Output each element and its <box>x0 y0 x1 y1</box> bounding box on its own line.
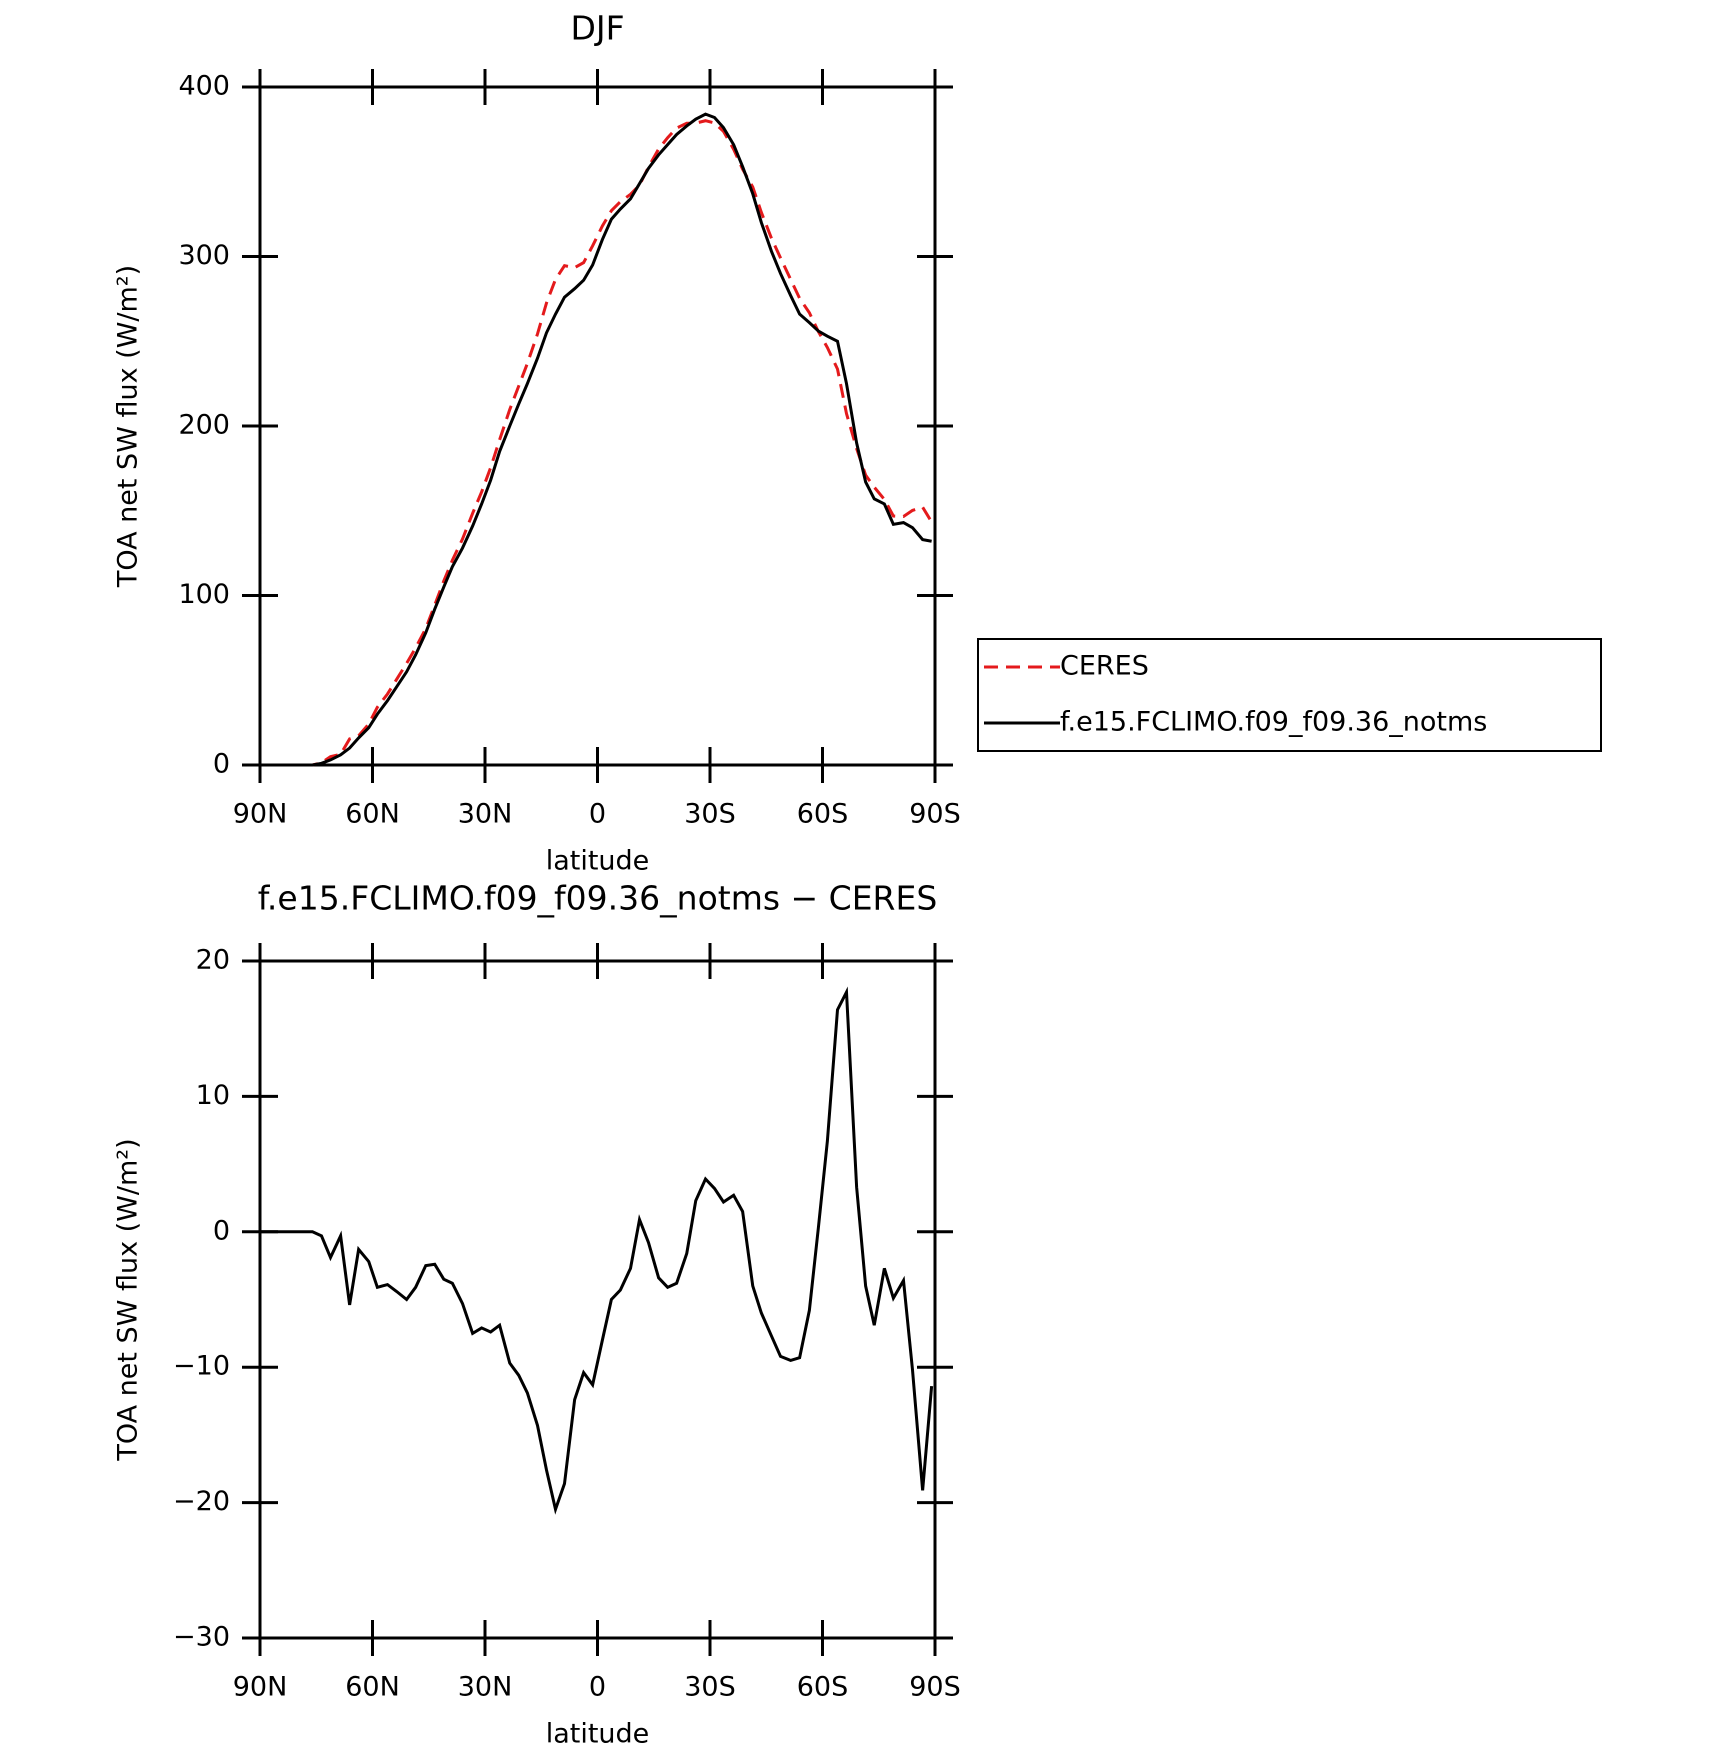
x-axis-label: latitude <box>546 846 650 877</box>
plot-frame <box>258 85 937 767</box>
data-line <box>260 119 933 767</box>
x-axis-label: latitude <box>546 1719 650 1750</box>
y-tick-label: 0 <box>213 749 230 780</box>
x-tick-label: 0 <box>589 799 606 830</box>
y-tick-label: 20 <box>196 945 230 976</box>
x-tick-label: 60S <box>797 799 849 830</box>
x-tick-label: 90S <box>909 799 961 830</box>
y-axis-label: TOA net SW flux (W/m²) <box>113 265 144 588</box>
chart-title: DJF <box>570 9 624 48</box>
y-tick-label: −10 <box>173 1351 230 1382</box>
x-tick-label: 60N <box>345 799 400 830</box>
data-line <box>260 112 932 767</box>
x-tick-label: 90N <box>233 1672 288 1703</box>
y-tick-label: 10 <box>196 1080 230 1111</box>
y-tick-label: 300 <box>178 240 230 271</box>
x-tick-label: 90N <box>233 799 288 830</box>
y-axis-label: TOA net SW flux (W/m²) <box>113 1138 144 1461</box>
x-tick-label: 90S <box>909 1672 961 1703</box>
legend-box <box>977 638 1602 752</box>
legend-label: CERES <box>1060 651 1149 682</box>
x-tick-label: 60S <box>797 1672 849 1703</box>
y-tick-label: 0 <box>213 1215 230 1246</box>
legend-label: f.e15.FCLIMO.f09_f09.36_notms <box>1060 707 1487 738</box>
x-tick-label: 30N <box>458 1672 513 1703</box>
x-tick-label: 0 <box>589 1672 606 1703</box>
y-tick-label: −20 <box>173 1486 230 1517</box>
x-tick-label: 30N <box>458 799 513 830</box>
y-tick-label: 200 <box>178 410 230 441</box>
chart-title: f.e15.FCLIMO.f09_f09.36_notms − CERES <box>258 879 938 918</box>
x-tick-label: 30S <box>684 799 736 830</box>
y-tick-label: −30 <box>173 1622 230 1653</box>
x-tick-label: 60N <box>345 1672 400 1703</box>
x-tick-label: 30S <box>684 1672 736 1703</box>
y-tick-label: 400 <box>178 71 230 102</box>
y-tick-label: 100 <box>178 579 230 610</box>
data-line <box>260 986 934 1515</box>
